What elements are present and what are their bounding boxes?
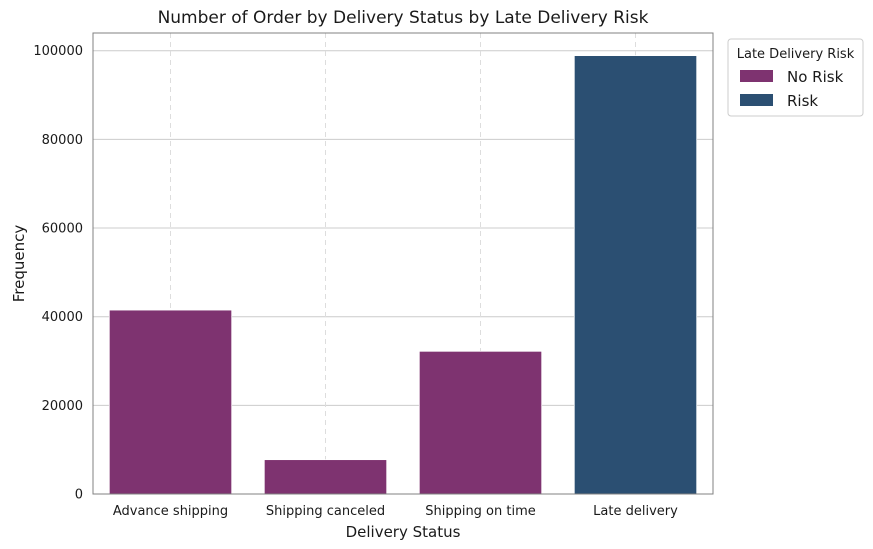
x-tick-label: Advance shipping (113, 504, 228, 519)
legend-swatch (740, 94, 773, 106)
bar (263, 459, 388, 495)
x-axis-label: Delivery Status (346, 523, 461, 541)
bar (418, 350, 543, 495)
y-tick-label: 40000 (42, 310, 83, 325)
bar (108, 309, 233, 495)
x-tick-label: Late delivery (593, 504, 678, 519)
legend-entries: No Risk Risk (740, 68, 844, 110)
legend-label: Risk (787, 92, 818, 110)
y-tick-label: 100000 (33, 44, 83, 59)
ticks-layer: 0 20000 40000 60000 80000 100000 Advance shipp… (33, 44, 678, 519)
y-tick-label: 80000 (42, 133, 83, 148)
legend: Late Delivery Risk No Risk Risk (727, 38, 864, 117)
y-tick-label: 0 (75, 488, 83, 503)
chart-title: Number of Order by Delivery Status by La… (158, 8, 649, 28)
x-tick-label: Shipping on time (425, 504, 536, 519)
y-axis-label: Frequency (10, 225, 28, 303)
legend-title: Late Delivery Risk (737, 47, 855, 62)
bars-layer (108, 55, 698, 495)
bar (573, 55, 698, 495)
y-tick-label: 60000 (42, 222, 83, 237)
legend-label: No Risk (787, 68, 844, 86)
plot-frame (92, 32, 714, 495)
y-tick-label: 20000 (42, 399, 83, 414)
x-tick-label: Shipping canceled (266, 504, 385, 519)
legend-swatch (740, 70, 773, 82)
